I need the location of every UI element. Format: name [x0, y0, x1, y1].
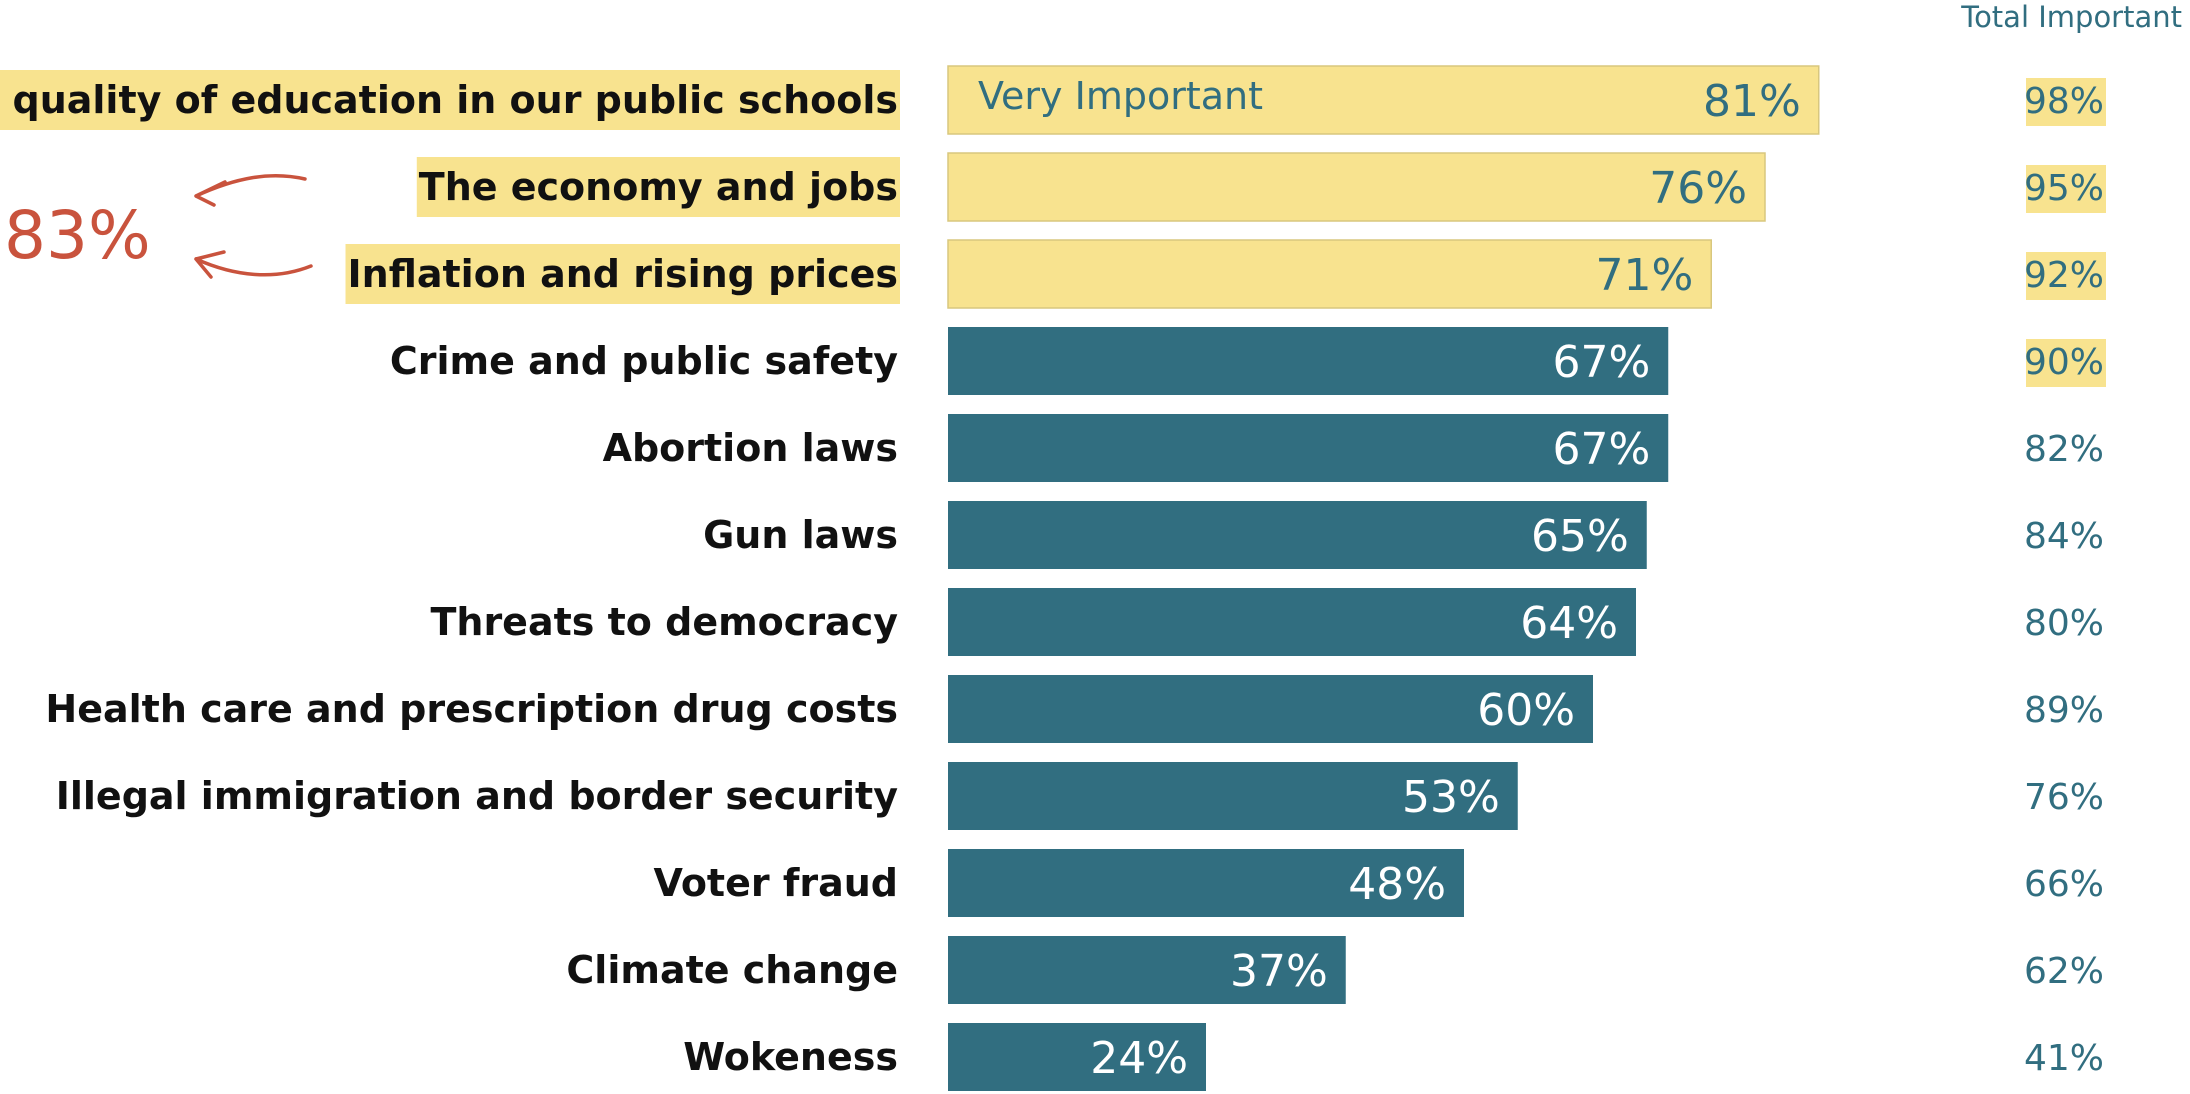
total-value-label: 66% [2024, 864, 2104, 905]
total-value-label: 76% [2024, 777, 2104, 818]
bars: 81% 76% 71% 67% 67% 65% 64% 60% 53% 48% 37% 24% Very… [947, 65, 1820, 1091]
bar [947, 239, 1712, 309]
total-value-label: 89% [2024, 690, 2104, 731]
annotation-arrow-bottom [194, 250, 313, 279]
category-labels: The quality of education in our public s… [0, 70, 900, 1079]
annotation-arrow-top [194, 173, 307, 207]
category-label-highlight [416, 157, 900, 217]
bar-value-label: 60% [1477, 685, 1575, 736]
bar-value-label: 24% [1090, 1033, 1188, 1084]
category-label: Abortion laws [603, 426, 898, 470]
total-value-label: 82% [2024, 429, 2104, 470]
annotation: 83% [4, 173, 313, 279]
category-label: Threats to democracy [430, 600, 898, 644]
category-label: The economy and jobs [419, 165, 898, 209]
category-label: Health care and prescription drug costs [45, 687, 898, 731]
bar [947, 65, 1820, 135]
total-value-label: 62% [2024, 951, 2104, 992]
category-label: Illegal immigration and border security [56, 774, 898, 818]
bar-value-label: 64% [1520, 598, 1618, 649]
total-value-highlight [2026, 165, 2106, 213]
bar-value-label: 76% [1649, 163, 1747, 214]
total-value-label: 41% [2024, 1038, 2104, 1079]
bar-value-label: 67% [1552, 424, 1650, 475]
total-value-label: 95% [2024, 168, 2104, 209]
category-label: Voter fraud [653, 861, 898, 905]
bar [948, 327, 1669, 395]
bar [948, 675, 1593, 743]
category-label: Wokeness [683, 1035, 898, 1079]
category-label: Crime and public safety [390, 339, 898, 383]
category-label: Climate change [566, 948, 898, 992]
bar-value-label: 53% [1402, 772, 1500, 823]
total-value-highlight [2026, 252, 2106, 300]
bar-value-label: 81% [1703, 76, 1801, 127]
total-value-label: 92% [2024, 255, 2104, 296]
total-value-label: 80% [2024, 603, 2104, 644]
bar-value-label: 67% [1552, 337, 1650, 388]
bar-value-label: 37% [1230, 946, 1328, 997]
bar [948, 414, 1669, 482]
category-label-highlight [345, 244, 900, 304]
bar [948, 762, 1518, 830]
category-label: Inflation and rising prices [348, 252, 898, 296]
legend-very-important: Very Important [978, 74, 1263, 118]
total-value-highlight [2026, 78, 2106, 126]
annotation-text: 83% [4, 197, 151, 274]
total-important-header: Total Important [1960, 0, 2182, 34]
total-value-label: 98% [2024, 81, 2104, 122]
category-label-highlight [0, 70, 900, 130]
bar [948, 936, 1346, 1004]
category-label: Gun laws [703, 513, 898, 557]
total-value-label: 84% [2024, 516, 2104, 557]
bar [948, 501, 1647, 569]
bar-value-label: 65% [1531, 511, 1629, 562]
bar [948, 849, 1464, 917]
bar [948, 1023, 1206, 1091]
bar-value-label: 71% [1595, 250, 1693, 301]
category-label: The quality of education in our public s… [0, 78, 898, 122]
bar [948, 588, 1636, 656]
total-value-highlight [2026, 339, 2106, 387]
total-value-label: 90% [2024, 342, 2104, 383]
bar-value-label: 48% [1348, 859, 1446, 910]
bar [947, 152, 1766, 222]
total-values: 98% 95% 92% 90% 82% 84% 80% 89% 76% 66% 62% 41% [2024, 78, 2106, 1079]
